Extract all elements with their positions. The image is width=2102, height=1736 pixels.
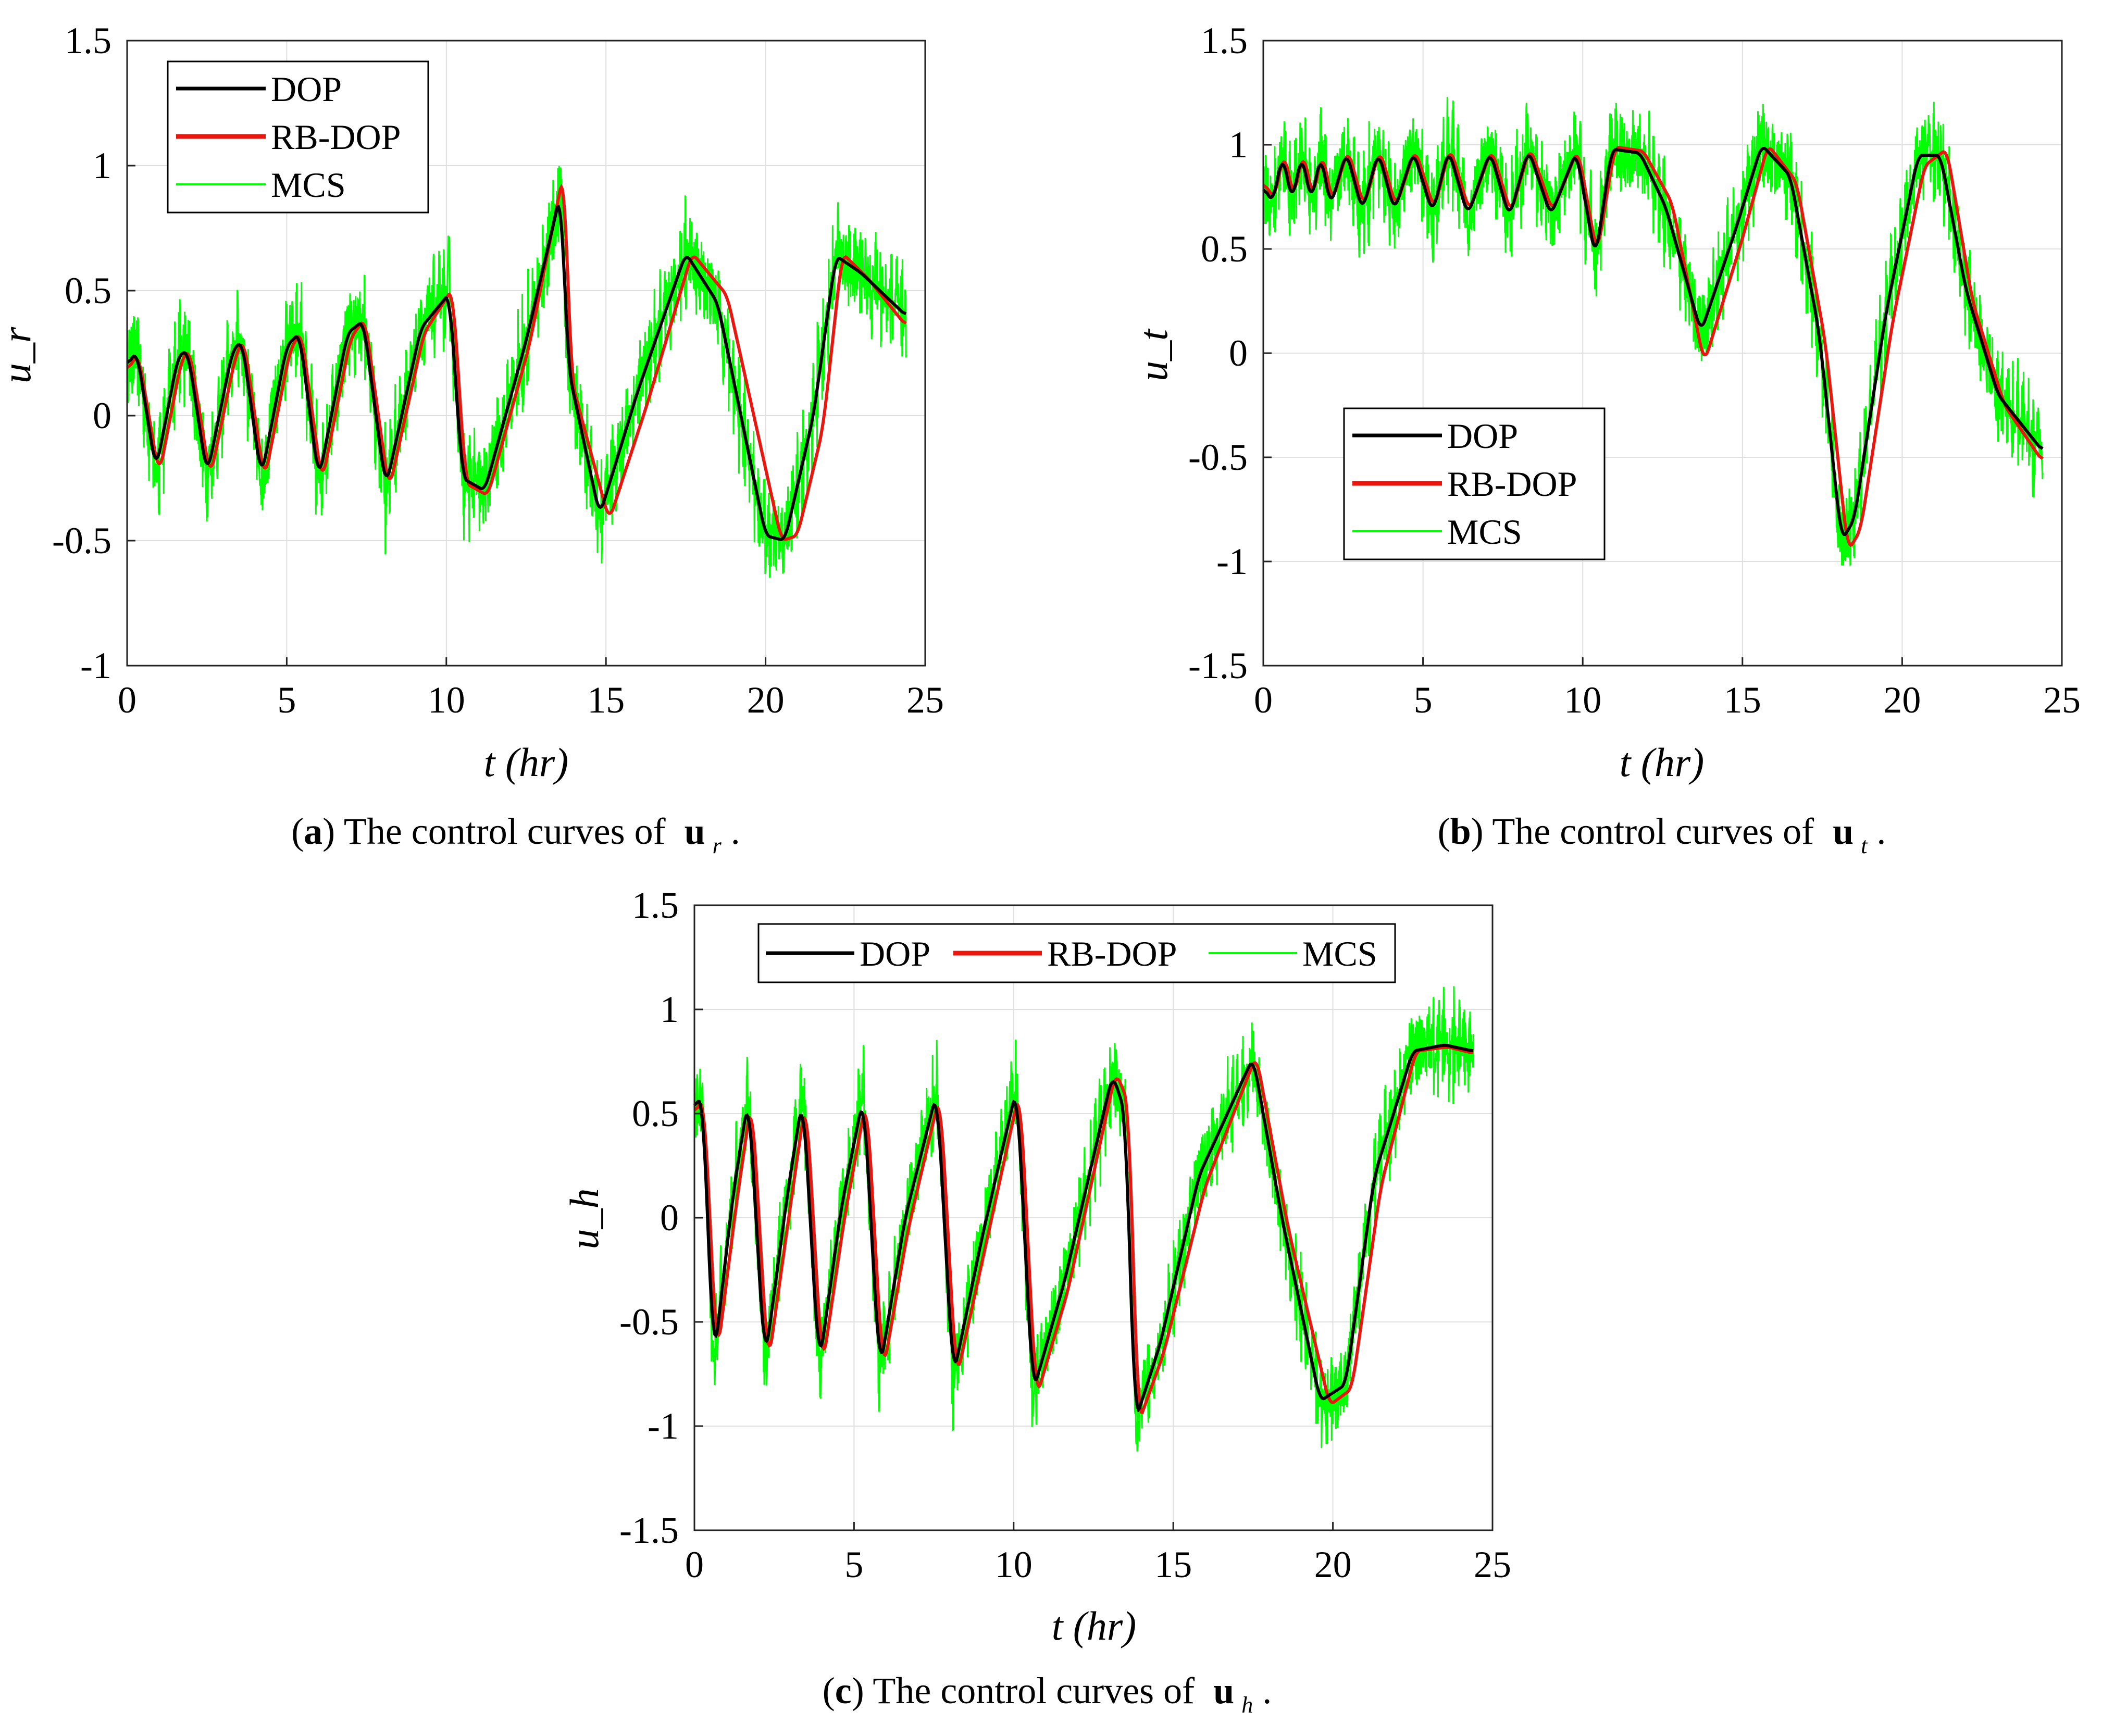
- x-tick-label: 20: [1314, 1544, 1352, 1585]
- series-mcs-line: [693, 986, 1474, 1452]
- x-tick-label: 0: [685, 1544, 704, 1585]
- y-axis-label-b: u_t: [1130, 328, 1176, 381]
- y-tick-label: -1: [648, 1405, 679, 1447]
- chart-panel-b: 0 5 10 15 20 25-1.5-1-0.500.511.5 u_t t (hr) …: [1130, 20, 2081, 858]
- y-tick-label: 0: [1229, 332, 1248, 374]
- x-tick-label: 25: [906, 679, 944, 721]
- caption-letter-a: a: [304, 810, 322, 852]
- caption-tail-b: .: [1876, 810, 1886, 852]
- x-tick-label: 10: [1564, 679, 1601, 721]
- legend-label-mcs-b: MCS: [1447, 512, 1522, 552]
- caption-tail-a: .: [731, 810, 740, 852]
- legend-b: DOP RB-DOP MCS: [1343, 407, 1606, 560]
- legend-label-mcs-c: MCS: [1302, 934, 1377, 973]
- legend-label-mcs-a: MCS: [271, 165, 346, 205]
- caption-symbol-c: u: [1213, 1670, 1234, 1712]
- x-axis-label-a: t (hr): [484, 740, 568, 785]
- y-tick-label: 1: [660, 989, 679, 1030]
- y-tick-label: -0.5: [1188, 436, 1248, 478]
- legend-label-dop-a: DOP: [271, 69, 342, 109]
- y-tick-label: 0: [660, 1197, 679, 1239]
- y-tick-label: -1.5: [619, 1509, 679, 1551]
- caption-text-b: ) The control curves of: [1471, 810, 1823, 852]
- series-rbdop-line: [126, 183, 907, 541]
- series-dop-line: [126, 204, 907, 541]
- legend-label-dop-c: DOP: [860, 934, 930, 973]
- x-tick-label: 10: [995, 1544, 1033, 1585]
- x-tick-label: 0: [1254, 679, 1273, 721]
- series-mcs-line: [126, 166, 907, 578]
- y-axis-label-a: u_r: [0, 327, 39, 383]
- y-tick-label: 1.5: [632, 884, 679, 926]
- y-tick-label: -1: [80, 645, 111, 686]
- series-rbdop-line: [693, 1045, 1474, 1415]
- y-tick-label: 0: [93, 395, 111, 436]
- axes-frame: [126, 40, 926, 667]
- x-tick-label: 15: [1154, 1544, 1192, 1585]
- y-tick-label: -1: [1216, 541, 1248, 582]
- caption-sub-b: t: [1861, 833, 1868, 858]
- x-tick-label: 15: [587, 679, 625, 721]
- y-tick-label: 1: [93, 145, 111, 186]
- caption-sub-a: r: [713, 833, 722, 858]
- x-axis-label-c: t (hr): [1052, 1603, 1136, 1648]
- y-tick-label: -1.5: [1188, 645, 1248, 686]
- x-tick-label: 25: [2043, 679, 2081, 721]
- legend-label-rbdop-c: RB-DOP: [1047, 934, 1177, 973]
- caption-tail-c: .: [1262, 1670, 1272, 1712]
- caption-text-a: ) The control curves of: [322, 810, 675, 852]
- y-tick-label: 1: [1229, 124, 1248, 166]
- caption-letter-b: b: [1450, 810, 1471, 852]
- y-tick-label: 1.5: [65, 20, 111, 61]
- series-rbdop-line: [1262, 146, 2044, 547]
- chart-panel-c: 0 5 10 15 20 25-1.5-1-0.500.511.5 u_h t (hr) …: [562, 884, 1511, 1718]
- caption-sub-c: h: [1241, 1692, 1253, 1718]
- legend-label-rbdop-b: RB-DOP: [1447, 464, 1577, 504]
- y-tick-label: 0.5: [632, 1093, 679, 1134]
- legend-label-dop-b: DOP: [1447, 416, 1518, 456]
- plot-area-c: 0 5 10 15 20 25 -1.5 -1 -0.5 0 0.5 1 1.5: [619, 884, 1511, 1585]
- y-tick-label: 0.5: [65, 270, 111, 311]
- chart-panel-a: 0 5 10 15 20 25 -1 -0.5 0 0.5 1 1.5 u_r t (hr) DOP …: [0, 20, 944, 858]
- x-tick-label: 5: [844, 1544, 863, 1585]
- caption-letter-c: c: [835, 1670, 852, 1712]
- x-axis-label-b: t (hr): [1620, 740, 1704, 785]
- series-dop-line: [693, 1043, 1474, 1413]
- caption-text-c: ) The control curves of: [852, 1670, 1204, 1712]
- plot-area-b: 0 5 10 15 20 25 -1.5 -1 -0.5 0 0.5 1 1.5: [1188, 20, 2081, 721]
- legend-a: DOP RB-DOP MCS: [167, 60, 429, 214]
- series-dop-line: [1262, 146, 2044, 536]
- legend-label-rbdop-a: RB-DOP: [271, 117, 401, 157]
- x-tick-label: 20: [1883, 679, 1921, 721]
- x-tick-label: 25: [1474, 1544, 1511, 1585]
- x-tick-label: 0: [118, 679, 136, 721]
- x-tick-label: 5: [277, 679, 296, 721]
- y-tick-label: 0.5: [1201, 228, 1248, 270]
- x-tick-label: 15: [1724, 679, 1761, 721]
- y-tick-label: 1.5: [1201, 20, 1248, 61]
- caption-symbol-b: u: [1833, 810, 1854, 852]
- y-tick-label: -0.5: [52, 520, 111, 561]
- x-tick-label: 20: [747, 679, 785, 721]
- y-axis-label-c: u_h: [562, 1189, 607, 1250]
- caption-symbol-a: u: [685, 810, 705, 852]
- legend-c: DOP RB-DOP MCS: [757, 923, 1396, 983]
- y-tick-label: -0.5: [619, 1301, 679, 1343]
- x-tick-label: 5: [1414, 679, 1433, 721]
- x-tick-label: 10: [428, 679, 465, 721]
